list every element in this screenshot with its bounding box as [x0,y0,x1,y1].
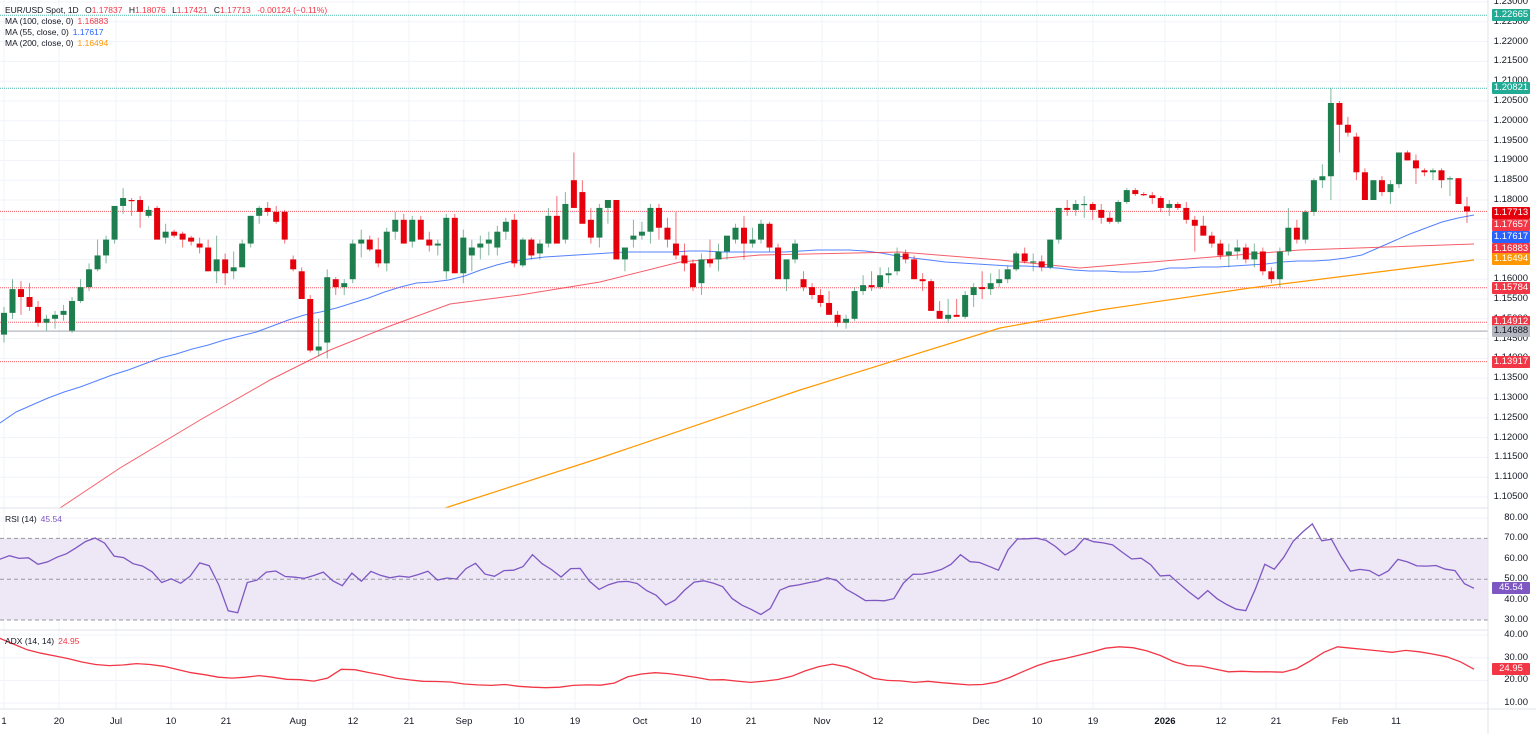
rsi-pane [0,537,1488,621]
time-tick: Sep [455,716,473,727]
price-badge: 1.13917 [1492,355,1530,368]
time-tick: 21 [1270,716,1282,727]
price-badge: 1.15784 [1492,281,1530,294]
ma100-legend[interactable]: MA (100, close, 0) 1.16883 [5,16,112,27]
price-tick: 1.12500 [1493,411,1528,423]
time-tick: 12 [872,716,884,727]
time-tick: Feb [1331,716,1349,727]
time-tick: 1 [1,716,7,727]
price-badge: 1.22665 [1492,9,1530,22]
time-tick: 12 [347,716,359,727]
price-tick: 1.16000 [1493,273,1528,285]
rsi-tick: 50.00 [1504,573,1528,585]
rsi-badge: 45.54 [1492,582,1530,595]
price-tick: 1.18500 [1493,174,1528,186]
ma55-legend[interactable]: MA (55, close, 0) 1.17617 [5,27,108,38]
symbol-legend[interactable]: EUR/USD Spot, 1D O1.17837 H1.18076 L1.17… [5,5,331,16]
price-badge: 1.16494 [1492,253,1530,265]
time-tick: Oct [632,716,648,727]
time-tick: 10 [165,716,177,727]
price-level-lines [0,14,1488,363]
price-tick: 1.20000 [1493,114,1528,126]
price-tick: 1.18000 [1493,194,1528,205]
adx-tick: 40.00 [1504,629,1528,640]
price-tick: 1.13500 [1493,372,1528,384]
time-tick: Aug [289,716,307,727]
price-tick: 1.13000 [1493,392,1528,403]
price-tick: 1.19000 [1493,154,1528,166]
price-tick: 1.21000 [1493,75,1528,87]
adx-line [0,637,1475,689]
price-tick: 1.21500 [1493,55,1528,67]
price-badge: 1.20821 [1492,82,1530,95]
time-tick: 2026 [1154,716,1176,727]
price-tick: 1.22500 [1493,15,1528,27]
time-tick: Nov [813,716,831,727]
rsi-value: 45.54 [40,514,62,524]
ma55-value: 1.17617 [72,27,104,37]
time-tick: 11 [1391,716,1401,727]
rsi-label: RSI (14) [5,514,37,524]
rsi-line [0,522,1475,616]
ma100-label: MA (100, close, 0) [5,16,74,26]
ohlc-close: C1.17713 [213,5,251,15]
rsi-tick: 70.00 [1504,532,1528,544]
time-tick: 19 [569,716,581,727]
adx-label: ADX (14, 14) [5,636,55,646]
price-badge: 1.17713 [1492,207,1530,219]
price-tick: 1.11500 [1494,451,1528,463]
ma100-value: 1.16883 [77,16,109,26]
price-tick: 1.22000 [1493,35,1528,47]
rsi-tick: 30.00 [1504,614,1528,625]
time-tick: 10 [690,716,702,727]
time-tick: 21 [403,716,415,727]
time-tick: 12 [1215,716,1227,727]
adx-value: 24.95 [58,636,80,646]
rsi-tick: 40.00 [1504,593,1528,605]
adx-tick: 30.00 [1504,651,1528,663]
symbol-title: EUR/USD Spot, 1D [5,5,79,15]
ma200-legend[interactable]: MA (200, close, 0) 1.16494 [5,38,112,49]
ma200-value: 1.16494 [77,38,109,48]
price-badge: 1.17617 [1492,231,1530,243]
adx-tick: 10.00 [1504,697,1528,709]
rsi-tick: 60.00 [1504,552,1528,564]
time-tick: 10 [1031,716,1043,727]
adx-legend[interactable]: ADX (14, 14) 24.95 [5,636,83,647]
price-tick: 1.15500 [1493,293,1528,304]
time-tick: Dec [972,716,990,727]
ohlc-low: L1.17421 [172,5,208,15]
candlesticks [1,88,1470,359]
time-tick: 21 [220,716,232,727]
price-badge: 1.17657 [1492,219,1530,231]
time-tick: 19 [1087,716,1099,727]
ohlc-high: H1.18076 [128,5,166,15]
time-tick: Jul [109,716,123,727]
ohlc-open: O1.17837 [85,5,123,15]
adx-badge: 24.95 [1492,663,1530,676]
price-badge: 1.16883 [1492,243,1530,255]
price-tick: 1.23000 [1493,0,1528,7]
price-badge: 1.14688 [1492,325,1530,338]
rsi-tick: 80.00 [1504,512,1528,523]
price-tick: 1.10500 [1493,491,1528,502]
price-tick: 1.14500 [1493,332,1528,344]
price-tick: 1.20500 [1493,95,1528,106]
rsi-legend[interactable]: RSI (14) 45.54 [5,514,66,525]
time-tick: 10 [513,716,525,727]
time-tick: 20 [53,716,65,727]
price-tick: 1.19500 [1493,134,1528,146]
ma200-label: MA (200, close, 0) [5,38,74,48]
price-tick: 1.11000 [1494,471,1528,483]
price-tick: 1.12000 [1493,431,1528,443]
ma55-label: MA (55, close, 0) [5,27,69,37]
adx-tick: 20.00 [1504,674,1528,686]
time-tick: 21 [745,716,757,727]
price-change: -0.00124 (−0.11%) [257,5,328,15]
